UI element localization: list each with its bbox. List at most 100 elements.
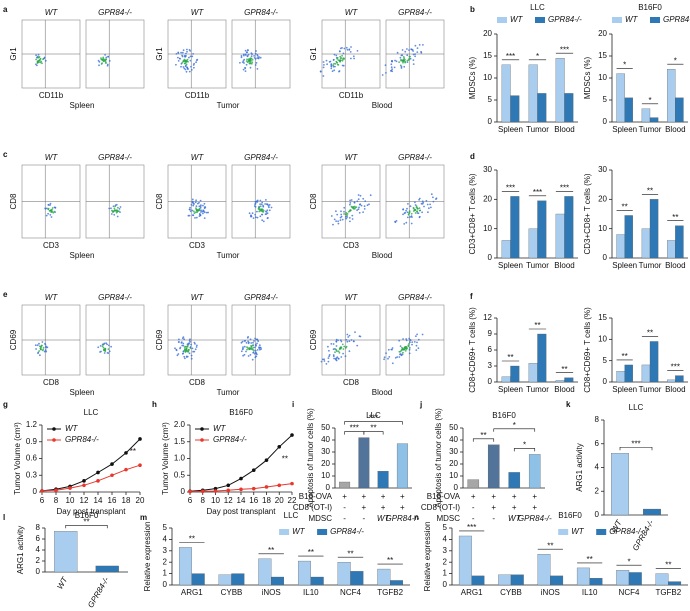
event-dot bbox=[51, 208, 53, 211]
event-dot bbox=[417, 212, 420, 215]
event-dot bbox=[394, 356, 397, 359]
event-dot bbox=[192, 202, 195, 205]
y-tick-label: 3 bbox=[163, 546, 168, 555]
event-dot bbox=[334, 65, 336, 68]
marker bbox=[239, 487, 243, 492]
event-dot bbox=[411, 216, 413, 219]
event-dot bbox=[321, 358, 324, 361]
event-dot bbox=[189, 346, 192, 348]
x-tick-label: 20 bbox=[136, 496, 145, 505]
event-dot bbox=[44, 59, 47, 62]
chart-title: LLC bbox=[629, 403, 644, 412]
event-dot bbox=[106, 343, 108, 346]
y-tick-label: 5 bbox=[603, 356, 608, 365]
y-tick-label: 1.0 bbox=[174, 454, 186, 463]
event-dot bbox=[417, 338, 420, 341]
event-dot bbox=[178, 338, 180, 341]
event-dot bbox=[42, 348, 44, 351]
event-dot bbox=[248, 347, 251, 349]
event-dot bbox=[108, 60, 111, 62]
event-dot bbox=[410, 222, 413, 225]
bar bbox=[675, 225, 684, 259]
event-dot bbox=[337, 59, 340, 61]
bar bbox=[624, 97, 633, 123]
y-tick-label: 20 bbox=[598, 29, 607, 38]
event-dot bbox=[258, 210, 261, 213]
bar bbox=[337, 562, 351, 586]
bar bbox=[564, 377, 574, 383]
event-dot bbox=[180, 51, 183, 54]
y-axis-label: MDSCs (%) bbox=[583, 57, 592, 100]
panel-label: i bbox=[292, 400, 294, 409]
event-dot bbox=[421, 203, 424, 205]
axis-label: CD11b bbox=[339, 91, 364, 100]
event-dot bbox=[184, 68, 187, 71]
significance: ** bbox=[308, 548, 314, 557]
y-tick-label: 0.3 bbox=[26, 470, 38, 479]
condition-value: - bbox=[343, 503, 346, 512]
event-dot bbox=[42, 58, 44, 61]
event-dot bbox=[245, 60, 248, 62]
bar bbox=[231, 573, 245, 586]
bar bbox=[178, 547, 192, 586]
event-dot bbox=[38, 56, 41, 58]
y-tick-label: 5 bbox=[163, 523, 168, 532]
event-dot bbox=[409, 339, 412, 342]
event-dot bbox=[249, 60, 251, 62]
significance: *** bbox=[369, 414, 378, 423]
event-dot bbox=[244, 67, 247, 70]
x-tick-label: 8 bbox=[201, 496, 206, 505]
event-dot bbox=[405, 346, 408, 349]
event-dot bbox=[251, 344, 254, 347]
event-dot bbox=[418, 209, 421, 212]
group-label: GPR84-/- bbox=[398, 293, 432, 302]
event-dot bbox=[396, 356, 399, 358]
event-dot bbox=[343, 210, 345, 213]
y-tick-label: 0 bbox=[488, 117, 493, 126]
event-dot bbox=[250, 55, 253, 58]
event-dot bbox=[250, 342, 253, 344]
event-dot bbox=[357, 208, 360, 211]
event-dot bbox=[107, 352, 110, 354]
y-tick-label: 2.0 bbox=[174, 420, 186, 429]
event-dot bbox=[183, 60, 186, 63]
event-dot bbox=[343, 213, 345, 215]
event-dot bbox=[251, 348, 254, 350]
event-dot bbox=[188, 56, 190, 59]
event-dot bbox=[202, 204, 204, 207]
event-dot bbox=[400, 349, 403, 352]
event-dot bbox=[352, 208, 355, 210]
x-tick-label: Tumor bbox=[639, 125, 662, 134]
event-dot bbox=[265, 211, 268, 213]
x-tick-label: Blood bbox=[665, 385, 685, 394]
bar bbox=[628, 572, 642, 586]
event-dot bbox=[241, 340, 244, 343]
condition-value: + bbox=[512, 492, 517, 501]
event-dot bbox=[40, 60, 43, 63]
x-tick-label: 16 bbox=[249, 496, 258, 505]
tissue-label: Spleen bbox=[70, 251, 95, 260]
event-dot bbox=[268, 204, 271, 206]
event-dot bbox=[357, 194, 360, 196]
y-tick-label: 1.2 bbox=[26, 420, 38, 429]
event-dot bbox=[408, 348, 411, 351]
event-dot bbox=[349, 202, 352, 204]
event-dot bbox=[186, 344, 189, 347]
bar bbox=[471, 575, 485, 586]
event-dot bbox=[98, 61, 101, 63]
event-dot bbox=[185, 70, 188, 73]
chart-title: LLC bbox=[530, 3, 545, 12]
event-dot bbox=[188, 49, 191, 51]
event-dot bbox=[259, 348, 261, 351]
y-axis-label: CD8+CD69+ T cells (%) bbox=[468, 307, 477, 393]
event-dot bbox=[203, 202, 206, 205]
event-dot bbox=[341, 59, 344, 62]
event-dot bbox=[350, 339, 353, 341]
legend-label: GPR84-/- bbox=[330, 527, 364, 536]
event-dot bbox=[335, 345, 338, 347]
group-label: WT bbox=[45, 153, 59, 162]
event-dot bbox=[390, 66, 393, 69]
event-dot bbox=[41, 341, 44, 343]
bar bbox=[501, 240, 511, 259]
